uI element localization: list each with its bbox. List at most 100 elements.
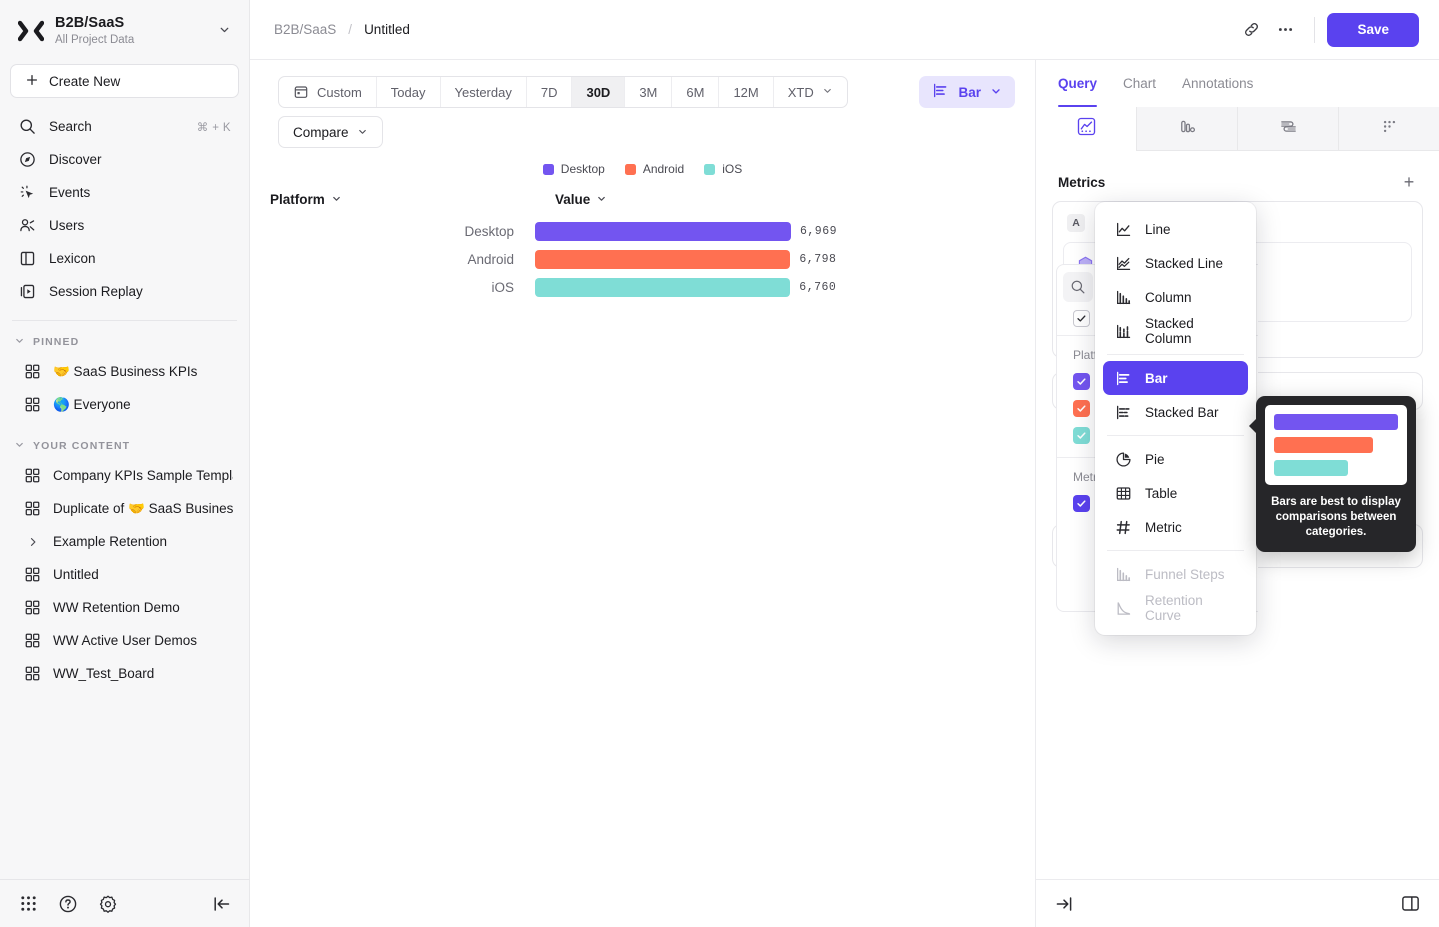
pinned-section-header[interactable]: PINNED: [0, 327, 249, 355]
checkbox-select-all[interactable]: [1073, 310, 1090, 327]
date-range-7d[interactable]: 7D: [527, 77, 573, 107]
add-metric-button[interactable]: +: [1403, 172, 1415, 192]
chart-type-option-line[interactable]: Line: [1103, 212, 1248, 246]
filter-item-android[interactable]: [1057, 395, 1258, 422]
more-horizontal-icon[interactable]: [1268, 13, 1302, 47]
filter-item-metric[interactable]: [1057, 490, 1258, 517]
sidebar-item-untitled[interactable]: Untitled: [6, 558, 243, 591]
sidebar-item-label: Session Replay: [49, 284, 143, 299]
collapse-sidebar-icon[interactable]: [210, 892, 234, 916]
legend-item-desktop[interactable]: Desktop: [542, 162, 605, 176]
tab-query[interactable]: Query: [1058, 60, 1098, 107]
checkbox-desktop[interactable]: [1073, 373, 1090, 390]
chart-type-option-stacked-column[interactable]: Stacked Column: [1103, 314, 1248, 348]
chart-bar-row[interactable]: Android 6,798: [250, 245, 1035, 273]
column-header-platform[interactable]: Platform: [270, 192, 555, 207]
tab-annotations[interactable]: Annotations: [1182, 60, 1253, 107]
sidebar-item-session-replay[interactable]: Session Replay: [10, 275, 239, 308]
filter-select-all-row[interactable]: [1057, 304, 1258, 335]
date-range-today[interactable]: Today: [377, 77, 441, 107]
chart-type-option-table[interactable]: Table: [1103, 476, 1248, 510]
sidebar-item-ww-retention-demo[interactable]: WW Retention Demo: [6, 591, 243, 624]
query-panel-footer: [1036, 879, 1439, 927]
date-range-30d[interactable]: 30D: [572, 77, 626, 107]
panel-layout-icon[interactable]: [1400, 893, 1421, 914]
option-label: Column: [1145, 289, 1192, 305]
board-label: WW Active User Demos: [53, 633, 198, 648]
option-label: Retention Curve: [1145, 593, 1203, 623]
filter-search-icon[interactable]: [1063, 272, 1093, 302]
save-button[interactable]: Save: [1327, 12, 1419, 47]
create-new-button[interactable]: Create New: [10, 64, 239, 98]
legend-item-ios[interactable]: iOS: [704, 162, 742, 176]
collapse-right-icon[interactable]: [1054, 894, 1074, 914]
sidebar-item-search[interactable]: Search ⌘ + K: [10, 110, 239, 143]
filter-item-desktop[interactable]: [1057, 368, 1258, 395]
help-circle-icon[interactable]: [56, 892, 80, 916]
sidebar-item-events[interactable]: Events: [10, 176, 239, 209]
option-label: Line: [1145, 221, 1171, 237]
board-label: WW Retention Demo: [53, 600, 180, 615]
bar-track: 6,798: [535, 249, 1035, 269]
dropdown-divider: [1107, 550, 1244, 551]
project-name: B2B/SaaS: [55, 14, 125, 31]
breadcrumb-current[interactable]: Untitled: [364, 22, 410, 37]
breadcrumb-root[interactable]: B2B/SaaS: [274, 22, 337, 37]
range-label: Today: [390, 84, 426, 100]
chart-type-option-metric[interactable]: Metric: [1103, 510, 1248, 544]
column-header-value[interactable]: Value: [555, 192, 607, 207]
sidebar-item-users[interactable]: Users: [10, 209, 239, 242]
chart-type-option-stacked-line[interactable]: Stacked Line: [1103, 246, 1248, 280]
report-tab-funnels[interactable]: [1136, 107, 1237, 151]
date-range-6m[interactable]: 6M: [672, 77, 720, 107]
board-icon: [24, 665, 41, 682]
sidebar-item-duplicate-saas-business[interactable]: Duplicate of 🤝 SaaS Business: [6, 492, 243, 525]
your-content-section-header[interactable]: YOUR CONTENT: [0, 421, 249, 459]
date-range-12m[interactable]: 12M: [719, 77, 774, 107]
report-tab-retention[interactable]: [1338, 107, 1439, 151]
breadcrumb: B2B/SaaS / Untitled: [274, 22, 410, 37]
chart-type-option-bar[interactable]: Bar: [1103, 361, 1248, 395]
filter-item-ios[interactable]: [1057, 422, 1258, 449]
chart-type-option-pie[interactable]: Pie: [1103, 442, 1248, 476]
board-label: Duplicate of 🤝 SaaS Business: [53, 500, 233, 516]
sidebar-item-example-retention[interactable]: Example Retention: [6, 525, 243, 558]
date-range-yesterday[interactable]: Yesterday: [441, 77, 527, 107]
checkbox-ios[interactable]: [1073, 427, 1090, 444]
sidebar-item-discover[interactable]: Discover: [10, 143, 239, 176]
chart-bar-row[interactable]: Desktop 6,969: [250, 217, 1035, 245]
sidebar-item-ww-active-user-demos[interactable]: WW Active User Demos: [6, 624, 243, 657]
link-icon[interactable]: [1234, 13, 1268, 47]
chevron-down-icon: [822, 85, 833, 99]
report-tab-flows[interactable]: [1237, 107, 1338, 151]
chevron-down-icon[interactable]: [218, 23, 235, 39]
compare-button[interactable]: Compare: [278, 116, 383, 148]
chart-legend: Desktop Android iOS: [250, 162, 1035, 176]
chart-type-option-column[interactable]: Column: [1103, 280, 1248, 314]
gear-icon[interactable]: [96, 892, 120, 916]
project-switcher[interactable]: B2B/SaaS All Project Data: [0, 0, 249, 60]
sidebar-item-ww-test-board[interactable]: WW_Test_Board: [6, 657, 243, 690]
date-range-3m[interactable]: 3M: [625, 77, 673, 107]
checkbox-metric[interactable]: [1073, 495, 1090, 512]
tab-chart[interactable]: Chart: [1123, 60, 1156, 107]
sidebar-item-lexicon[interactable]: Lexicon: [10, 242, 239, 275]
date-range-xtd[interactable]: XTD: [774, 77, 847, 107]
sidebar-item-company-kpis-sample[interactable]: Company KPIs Sample Templat: [6, 459, 243, 492]
checkbox-android[interactable]: [1073, 400, 1090, 417]
chevron-down-icon: [357, 125, 368, 140]
chart-bar-row[interactable]: iOS 6,760: [250, 273, 1035, 301]
chevron-right-icon[interactable]: [24, 533, 41, 550]
apps-grid-icon[interactable]: [16, 892, 40, 916]
chart-type-button[interactable]: Bar: [919, 76, 1015, 108]
board-icon: [24, 599, 41, 616]
plus-icon: [25, 73, 39, 90]
report-tab-insights[interactable]: [1036, 107, 1136, 151]
sidebar-item-everyone[interactable]: 🌎 Everyone: [6, 388, 243, 421]
chart-type-option-stacked-bar[interactable]: Stacked Bar: [1103, 395, 1248, 429]
legend-item-android[interactable]: Android: [624, 162, 684, 176]
date-custom-button[interactable]: Custom: [279, 77, 377, 107]
board-icon: [24, 632, 41, 649]
sidebar-item-saas-business-kpis[interactable]: 🤝 SaaS Business KPIs: [6, 355, 243, 388]
